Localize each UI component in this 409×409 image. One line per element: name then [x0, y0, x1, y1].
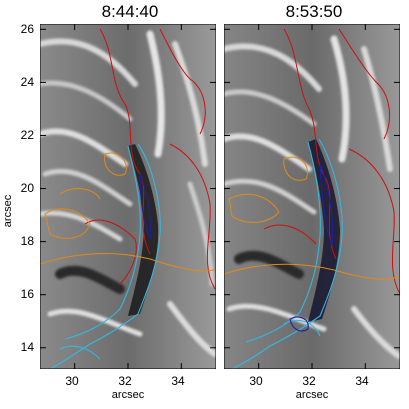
dark-filament — [128, 144, 159, 316]
dark-filament — [308, 139, 340, 322]
x-axis-label-left: arcsec — [111, 389, 145, 401]
xtick-left-34: 34 — [171, 374, 185, 388]
xtick-left-30: 30 — [65, 374, 79, 388]
tick-marks — [40, 24, 216, 369]
ytick-24: 24 — [20, 75, 34, 89]
title-left: 8:44:40 — [101, 2, 159, 21]
xtick-left-32: 32 — [118, 374, 132, 388]
contour-orange — [224, 156, 400, 280]
image-panel-right — [224, 24, 400, 369]
y-axis-label: arcsec — [2, 194, 14, 228]
fibril-texture — [40, 30, 216, 357]
xtick-right-32: 32 — [302, 374, 316, 388]
contour-blue — [139, 173, 151, 240]
contour-orange — [40, 152, 216, 272]
fibril-texture — [224, 35, 400, 359]
image-panel-left — [40, 24, 216, 369]
ytick-14: 14 — [20, 340, 34, 354]
tick-marks — [224, 24, 400, 369]
xtick-right-30: 30 — [249, 374, 263, 388]
contour-blue — [289, 163, 334, 332]
x-axis-label-right: arcsec — [295, 389, 329, 401]
xtick-right-34: 34 — [355, 374, 369, 388]
ytick-22: 22 — [20, 128, 34, 142]
contour-cyan — [231, 138, 343, 369]
title-right: 8:53:50 — [285, 2, 343, 21]
ytick-20: 20 — [20, 181, 34, 195]
ytick-18: 18 — [20, 234, 34, 248]
ytick-16: 16 — [20, 287, 34, 301]
contour-red — [263, 28, 400, 295]
ytick-26: 26 — [20, 22, 34, 36]
contour-cyan — [49, 143, 161, 369]
